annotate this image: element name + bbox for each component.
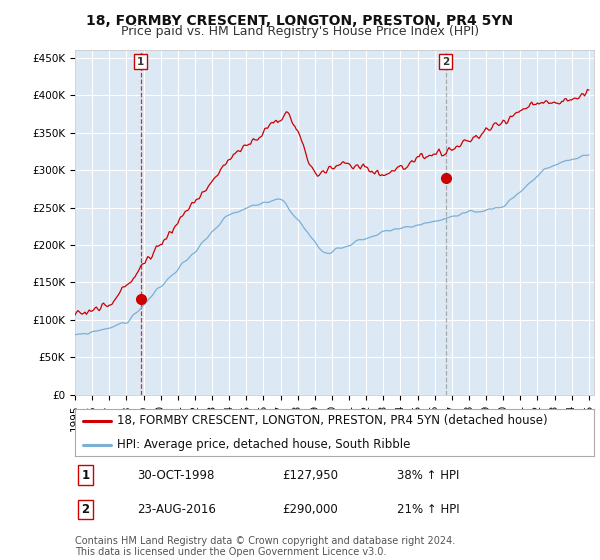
- Text: 38% ↑ HPI: 38% ↑ HPI: [397, 469, 459, 482]
- Text: 18, FORMBY CRESCENT, LONGTON, PRESTON, PR4 5YN (detached house): 18, FORMBY CRESCENT, LONGTON, PRESTON, P…: [116, 414, 547, 427]
- Text: £127,950: £127,950: [283, 469, 338, 482]
- Text: 18, FORMBY CRESCENT, LONGTON, PRESTON, PR4 5YN: 18, FORMBY CRESCENT, LONGTON, PRESTON, P…: [86, 14, 514, 28]
- Text: 1: 1: [137, 57, 144, 67]
- Text: £290,000: £290,000: [283, 503, 338, 516]
- Text: 30-OCT-1998: 30-OCT-1998: [137, 469, 215, 482]
- Text: Price paid vs. HM Land Registry's House Price Index (HPI): Price paid vs. HM Land Registry's House …: [121, 25, 479, 38]
- Text: 2: 2: [442, 57, 449, 67]
- Text: 2: 2: [82, 503, 89, 516]
- Text: 23-AUG-2016: 23-AUG-2016: [137, 503, 216, 516]
- Text: 21% ↑ HPI: 21% ↑ HPI: [397, 503, 460, 516]
- Text: HPI: Average price, detached house, South Ribble: HPI: Average price, detached house, Sout…: [116, 438, 410, 451]
- Text: 1: 1: [82, 469, 89, 482]
- Text: Contains HM Land Registry data © Crown copyright and database right 2024.
This d: Contains HM Land Registry data © Crown c…: [75, 535, 455, 557]
